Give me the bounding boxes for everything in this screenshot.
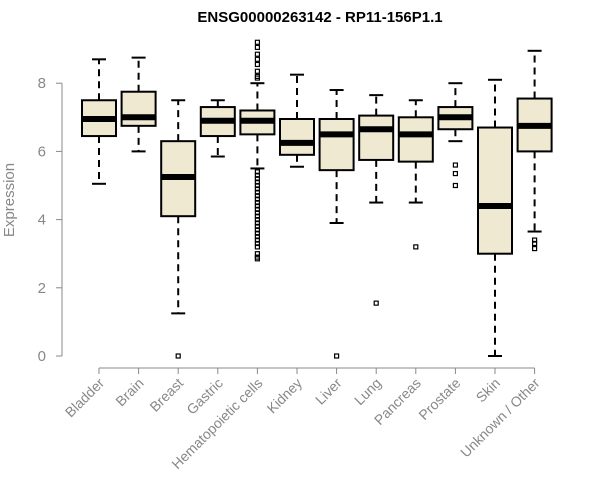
box-6 [318, 89, 355, 359]
outlier-point [413, 244, 419, 250]
x-tick-label: Bladder [62, 375, 108, 421]
outlier-point [254, 44, 260, 50]
x-tick-label: Prostate [415, 375, 463, 423]
box-8 [397, 99, 434, 250]
box-9 [437, 82, 474, 189]
x-tick-label: Breast [146, 375, 186, 415]
outlier-point [452, 162, 458, 168]
outlier-point [254, 68, 260, 74]
y-tick-label: 0 [38, 348, 46, 365]
box-4 [239, 39, 276, 262]
outlier-point [531, 245, 538, 252]
x-tick-label: Kidney [264, 375, 306, 417]
iqr-box [358, 114, 395, 161]
box-10 [477, 78, 513, 357]
boxes-group [81, 39, 553, 359]
outlier-point [452, 182, 458, 189]
outlier-point [334, 353, 340, 359]
outlier-point [531, 240, 538, 247]
outlier-point [254, 256, 260, 262]
x-tick-label: Lung [351, 375, 384, 408]
iqr-box [397, 116, 434, 163]
x-tick-label: Brain [112, 375, 146, 409]
outlier-point [254, 56, 260, 62]
box-11 [516, 49, 553, 252]
box-1 [120, 56, 157, 153]
iqr-box [120, 90, 157, 127]
outlier-point [254, 39, 260, 45]
chart-title: ENSG00000263142 - RP11-156P1.1 [197, 9, 442, 26]
box-5 [279, 73, 315, 168]
outlier-point [254, 75, 260, 81]
iqr-box [279, 118, 315, 156]
y-axis: 0 2 4 6 8 [38, 75, 63, 365]
x-tick-label: Liver [312, 375, 345, 408]
y-tick-label: 2 [38, 280, 46, 297]
outlier-point [254, 51, 260, 57]
outlier-point [373, 300, 379, 306]
y-tick-label: 8 [38, 75, 46, 92]
y-tick-label: 4 [38, 212, 46, 229]
x-tick-label: Skin [473, 375, 504, 406]
box-0 [81, 58, 117, 185]
y-axis-label: Expression [1, 163, 18, 237]
outlier-point [254, 61, 260, 68]
box-2 [160, 99, 197, 359]
outlier-point [175, 353, 181, 359]
y-tick-label: 6 [38, 143, 46, 160]
outlier-point [254, 244, 260, 250]
box-7 [358, 94, 395, 306]
box-3 [199, 99, 236, 158]
iqr-box [318, 118, 355, 172]
outlier-point [452, 170, 458, 177]
iqr-box [477, 126, 513, 255]
